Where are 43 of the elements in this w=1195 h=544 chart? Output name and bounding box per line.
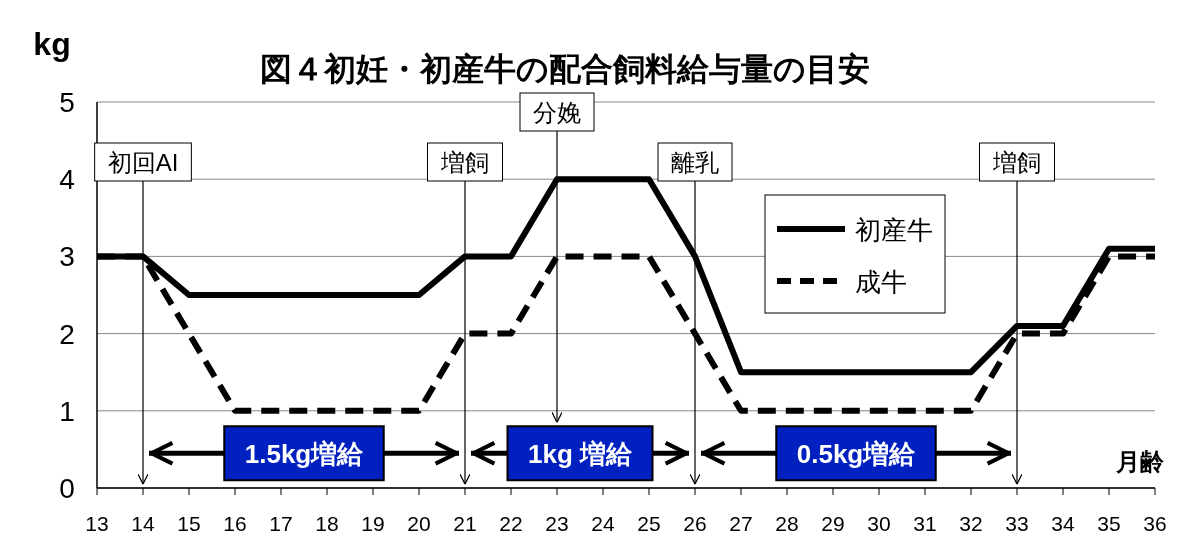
x-tick-label: 30	[867, 512, 891, 535]
ref-line-label: 初回AI	[107, 149, 179, 176]
ref-line-label: 増飼	[992, 149, 1041, 176]
x-tick-label: 13	[85, 512, 109, 535]
x-tick-label: 22	[499, 512, 523, 535]
ref-line-label: 離乳	[671, 149, 719, 176]
x-tick-label: 34	[1051, 512, 1075, 535]
y-tick-label: 2	[59, 318, 75, 350]
x-tick-label: 24	[591, 512, 615, 535]
x-tick-label: 16	[223, 512, 247, 535]
x-tick-label: 20	[407, 512, 431, 535]
y-tick-label: 0	[59, 473, 75, 504]
ref-line-label: 分娩	[533, 99, 581, 126]
x-tick-label: 29	[821, 512, 845, 535]
annotation: 1kg 増給	[527, 439, 634, 470]
x-tick-label: 17	[269, 512, 293, 535]
y-tick-label: 4	[59, 164, 75, 196]
y-tick-label: 3	[59, 241, 75, 273]
legend-label: 初産牛	[855, 215, 933, 245]
ref-line-label: 増飼	[440, 149, 489, 176]
x-tick-label: 15	[177, 512, 201, 535]
x-tick-label: 32	[959, 512, 983, 535]
x-tick-label: 23	[545, 512, 569, 535]
x-tick-label: 33	[1005, 512, 1029, 535]
x-tick-label: 21	[453, 512, 477, 535]
x-tick-label: 28	[775, 512, 799, 535]
x-tick-label: 27	[729, 512, 753, 535]
y-tick-label: 1	[59, 395, 75, 427]
x-tick-label: 31	[913, 512, 937, 535]
x-tick-label: 14	[131, 512, 155, 535]
y-axis-title: kg	[33, 26, 71, 62]
x-tick-label: 36	[1143, 512, 1167, 535]
x-tick-label: 19	[361, 512, 385, 535]
annotation: 1.5kg増給	[244, 439, 365, 470]
y-tick-label: 5	[59, 87, 75, 118]
x-tick-label: 18	[315, 512, 339, 535]
x-tick-label: 25	[637, 512, 661, 535]
legend-label: 成牛	[855, 267, 907, 297]
x-axis-title: 月齢	[1115, 448, 1165, 475]
x-tick-label: 26	[683, 512, 707, 535]
chart-title: 図４初妊・初産牛の配合飼料給与量の目安	[260, 51, 870, 87]
x-tick-label: 35	[1097, 512, 1121, 535]
annotation: 0.5kg増給	[796, 439, 917, 470]
